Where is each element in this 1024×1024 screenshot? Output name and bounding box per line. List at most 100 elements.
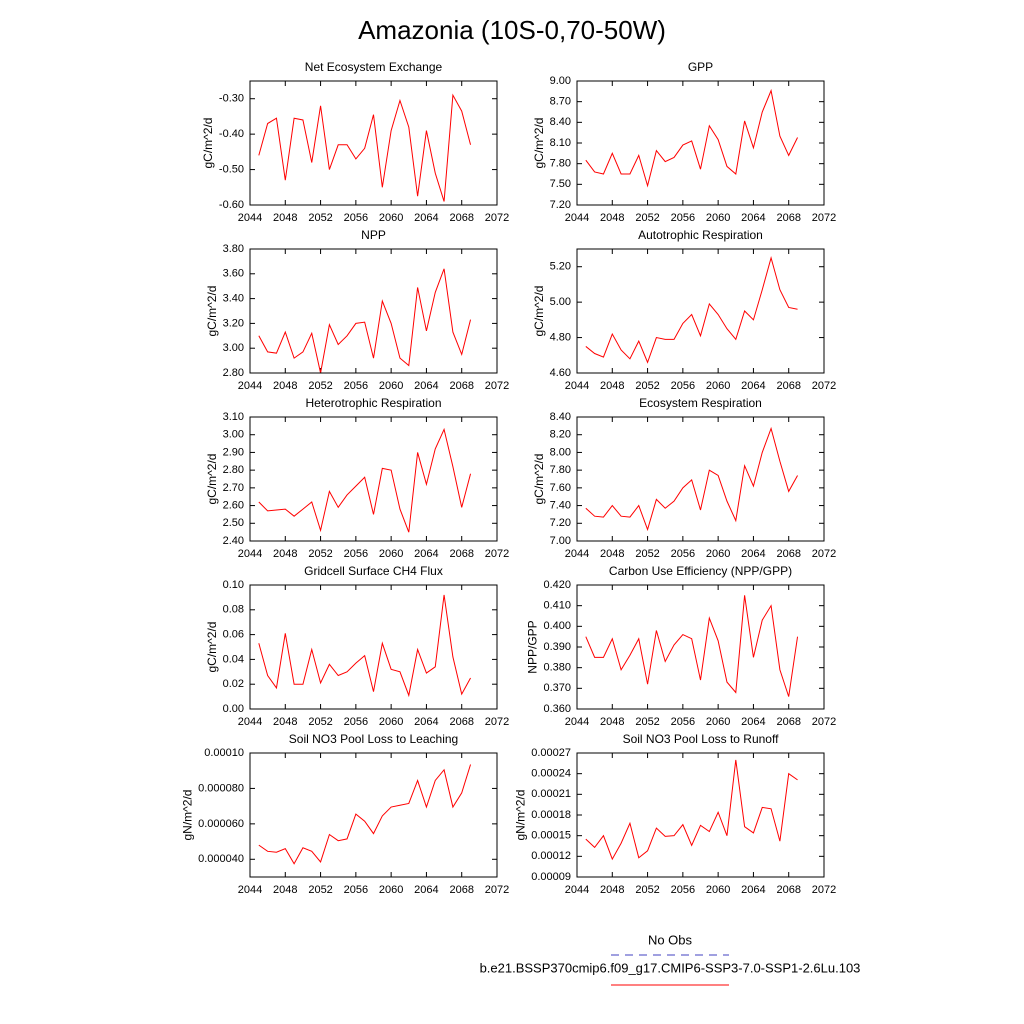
x-tick-label: 2072 xyxy=(812,548,836,560)
y-tick-label: 7.00 xyxy=(550,535,571,547)
x-tick-label: 2056 xyxy=(344,716,368,728)
plot-frame xyxy=(576,80,825,206)
x-tick-label: 2056 xyxy=(344,212,368,224)
y-tick-label: 8.40 xyxy=(550,411,571,423)
x-tick-label: 2060 xyxy=(706,716,730,728)
y-axis-label: gC/m^2/d xyxy=(532,454,546,505)
y-tick-label: 3.60 xyxy=(223,268,244,280)
y-tick-label: 4.60 xyxy=(550,367,571,379)
x-tick-label: 2052 xyxy=(308,884,332,896)
y-axis-label: gC/m^2/d xyxy=(201,118,215,169)
panel-title: Soil NO3 Pool Loss to Leaching xyxy=(289,732,458,746)
x-tick-label: 2056 xyxy=(344,884,368,896)
x-tick-label: 2060 xyxy=(379,716,403,728)
x-tick-label: 2048 xyxy=(600,548,624,560)
x-tick-label: 2044 xyxy=(238,548,262,560)
y-tick-label: 3.40 xyxy=(223,293,244,305)
panel-title: NPP xyxy=(361,228,386,242)
x-tick-label: 2056 xyxy=(671,212,695,224)
y-tick-label: 4.80 xyxy=(550,331,571,343)
plot-frame xyxy=(576,416,825,542)
x-tick-label: 2072 xyxy=(485,380,509,392)
y-axis-label: NPP/GPP xyxy=(526,620,540,673)
y-tick-label: 2.60 xyxy=(223,499,244,511)
data-line xyxy=(585,88,798,188)
x-tick-label: 2056 xyxy=(671,884,695,896)
y-tick-label: 7.80 xyxy=(550,158,571,170)
x-tick-label: 2048 xyxy=(273,548,297,560)
plot-frame xyxy=(249,416,498,542)
x-tick-label: 2068 xyxy=(449,548,473,560)
y-tick-label: 2.50 xyxy=(223,517,244,529)
y-tick-label: 7.20 xyxy=(550,199,571,211)
y-tick-label: -0.50 xyxy=(219,163,244,175)
data-line xyxy=(258,93,472,202)
y-tick-label: 0.410 xyxy=(543,600,571,612)
y-tick-label: 0.370 xyxy=(543,682,571,694)
y-axis-label: gN/m^2/d xyxy=(513,790,527,841)
x-tick-label: 2064 xyxy=(741,884,765,896)
y-tick-label: 0.00 xyxy=(223,703,244,715)
x-tick-label: 2072 xyxy=(485,716,509,728)
y-tick-label: 2.80 xyxy=(223,464,244,476)
panel-title: Autotrophic Respiration xyxy=(638,228,763,242)
data-line xyxy=(258,427,472,533)
x-tick-label: 2044 xyxy=(565,884,589,896)
x-tick-label: 2044 xyxy=(238,212,262,224)
x-tick-label: 2072 xyxy=(485,884,509,896)
y-tick-label: 0.00010 xyxy=(204,747,244,759)
panel-title: Soil NO3 Pool Loss to Runoff xyxy=(623,732,780,746)
y-tick-label: 0.000040 xyxy=(198,853,244,865)
y-tick-label: 0.00027 xyxy=(531,747,571,759)
plot-frame xyxy=(576,584,825,710)
x-tick-label: 2068 xyxy=(449,884,473,896)
y-tick-label: 0.00018 xyxy=(531,809,571,821)
x-tick-label: 2056 xyxy=(671,716,695,728)
legend-label: b.e21.BSSP370cmip6.f09_g17.CMIP6-SSP3-7.… xyxy=(480,960,861,975)
x-tick-label: 2052 xyxy=(308,212,332,224)
x-tick-label: 2048 xyxy=(273,716,297,728)
data-line xyxy=(258,594,471,698)
y-tick-label: 0.000060 xyxy=(198,818,244,830)
x-tick-label: 2060 xyxy=(706,548,730,560)
plot-frame xyxy=(249,584,498,710)
x-tick-label: 2044 xyxy=(565,548,589,560)
y-tick-label: 3.10 xyxy=(223,411,244,423)
data-line xyxy=(258,764,472,865)
x-tick-label: 2068 xyxy=(776,212,800,224)
x-tick-label: 2068 xyxy=(776,548,800,560)
y-tick-label: -0.30 xyxy=(219,93,244,105)
y-tick-label: 5.20 xyxy=(550,261,571,273)
x-tick-label: 2056 xyxy=(344,548,368,560)
y-tick-label: 3.00 xyxy=(223,429,244,441)
x-tick-label: 2064 xyxy=(414,212,438,224)
panel-title: Ecosystem Respiration xyxy=(639,396,762,410)
x-tick-label: 2068 xyxy=(449,380,473,392)
x-tick-label: 2052 xyxy=(635,212,659,224)
y-tick-label: 0.360 xyxy=(543,703,571,715)
x-tick-label: 2052 xyxy=(308,716,332,728)
x-tick-label: 2060 xyxy=(379,380,403,392)
plot-frame xyxy=(249,248,498,374)
y-tick-label: 2.80 xyxy=(223,367,244,379)
x-tick-label: 2052 xyxy=(308,548,332,560)
y-tick-label: 0.00009 xyxy=(531,871,571,883)
y-tick-label: 0.00021 xyxy=(531,788,571,800)
x-tick-label: 2060 xyxy=(706,212,730,224)
x-tick-label: 2064 xyxy=(414,548,438,560)
x-tick-label: 2068 xyxy=(776,380,800,392)
y-tick-label: 0.400 xyxy=(543,620,571,632)
x-tick-label: 2064 xyxy=(414,884,438,896)
y-tick-label: 3.80 xyxy=(223,243,244,255)
x-tick-label: 2048 xyxy=(600,380,624,392)
y-tick-label: 0.10 xyxy=(223,579,244,591)
x-tick-label: 2052 xyxy=(308,380,332,392)
y-tick-label: 0.00012 xyxy=(531,850,571,862)
x-tick-label: 2060 xyxy=(379,884,403,896)
x-tick-label: 2072 xyxy=(812,380,836,392)
x-tick-label: 2060 xyxy=(706,380,730,392)
panel-title: Net Ecosystem Exchange xyxy=(305,60,443,74)
panel-title: GPP xyxy=(688,60,713,74)
x-tick-label: 2064 xyxy=(414,716,438,728)
